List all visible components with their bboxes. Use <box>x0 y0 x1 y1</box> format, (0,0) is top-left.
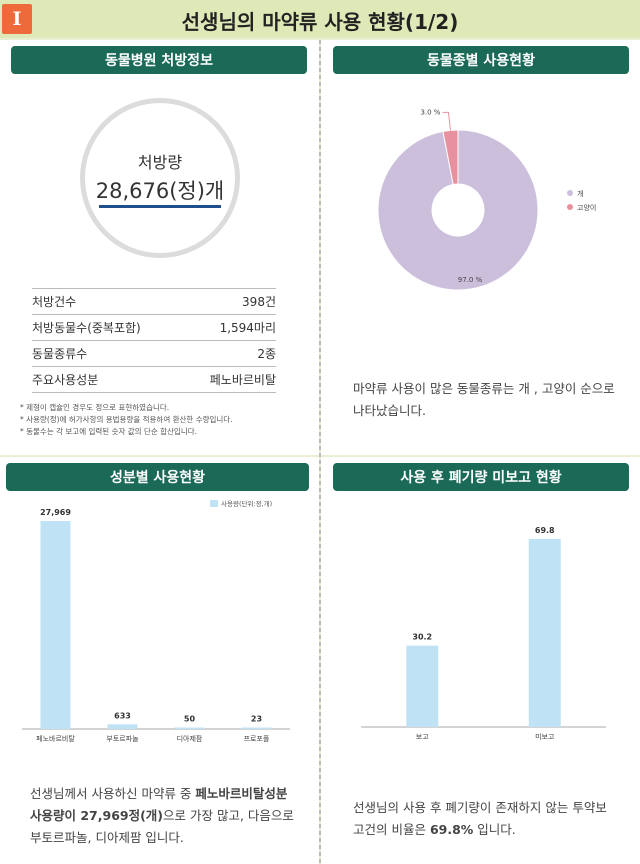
pie-leader-line <box>442 111 451 131</box>
disposal-description: 선생님의 사용 후 폐기량이 존재하지 않는 투약보고건의 비율은 69.8% … <box>353 797 618 841</box>
stats-row: 처방동물수(중복포함) 1,594마리 <box>32 315 276 341</box>
bar-data-label: 69.8 <box>535 526 555 535</box>
stats-row: 처방건수 398건 <box>32 288 276 315</box>
pie-data-label: 3.0 % <box>420 108 440 116</box>
bar-data-label: 50 <box>184 715 196 724</box>
desc-text: 으로 가장 많고, 다음으로 부토르파놀, 디아제팜 입니다. <box>30 808 294 845</box>
x-tick-label: 디아제팜 <box>177 734 203 743</box>
pie-slice-cat <box>442 129 459 186</box>
bar-부토르파놀 <box>107 724 138 729</box>
prescription-info-tab: 동물병원 처방정보 <box>11 46 307 74</box>
bar-미보고 <box>528 539 561 727</box>
disposal-unreported-tab: 사용 후 폐기량 미보고 현황 <box>333 463 629 491</box>
species-usage-tab: 동물종별 사용현황 <box>333 46 629 74</box>
legend-marker <box>210 500 218 507</box>
desc-highlight: 69.8% <box>429 822 474 837</box>
legend-label: 고양이 <box>577 203 596 212</box>
footnote: * 동물수는 각 보고에 입력된 숫자 값의 단순 합산입니다. <box>20 427 198 436</box>
bar-디아제팜 <box>174 727 205 729</box>
title-bar: I 선생님의 마약류 사용 현황(1/2) <box>0 0 640 38</box>
legend-label: 개 <box>577 189 583 198</box>
prescription-amount-circle: 처방량 28,676(정)개 <box>80 98 240 258</box>
section-badge: I <box>2 4 32 34</box>
x-tick-label: 부토르파놀 <box>106 734 139 743</box>
desc-text: 선생님께서 사용하신 마약류 중 <box>30 786 196 801</box>
species-description: 마약류 사용이 많은 동물종류는 개 , 고양이 순으로 나타났습니다. <box>353 381 615 418</box>
bar-data-label: 27,969 <box>40 508 71 517</box>
ingredient-description: 선생님께서 사용하신 마약류 중 페노바르비탈성분 사용량이 27,969정(개… <box>30 783 295 849</box>
stats-label: 처방동물수(중복포함) <box>32 321 141 335</box>
legend-marker <box>567 204 573 210</box>
bar-data-label: 30.2 <box>412 633 432 642</box>
legend-marker <box>567 190 573 196</box>
desc-text: 선생님의 사용 후 폐기량이 존재하지 않는 투약보고건의 비율은 <box>353 800 607 837</box>
ingredient-bar-chart: 27,969 페노바르비탈 633 부토르파놀 50 디아제팜 23 프로포폴 사용량(단위:정… <box>22 499 290 743</box>
prescription-amount-value: 28,676(정)개 <box>95 179 225 203</box>
ingredient-usage-tab: 성분별 사용현황 <box>6 463 309 491</box>
pie-slice-dog <box>377 129 539 291</box>
pie-data-label: 97.0 % <box>458 276 483 284</box>
stats-label: 처방건수 <box>32 295 77 309</box>
stats-value: 398건 <box>242 295 276 309</box>
x-tick-label: 보고 <box>416 733 429 741</box>
x-tick-label: 페노바르비탈 <box>36 734 75 743</box>
stats-value: 1,594마리 <box>219 321 276 335</box>
vertical-divider <box>319 40 321 864</box>
page-title: 선생님의 마약류 사용 현황(1/2) <box>181 10 459 34</box>
disposal-bar-chart: 30.2 보고 69.8 미보고 <box>361 526 606 741</box>
x-tick-label: 미보고 <box>535 732 555 741</box>
bar-보고 <box>406 645 439 727</box>
footnote: * 제형이 캡슐인 경우도 정으로 표현하였습니다. <box>20 403 170 412</box>
bar-data-label: 633 <box>114 711 131 720</box>
ingredient-usage-panel: 성분별 사용현황 27,969 페노바르비탈 633 부토르파놀 50 디아제팜 23 프로포… <box>0 457 319 864</box>
value-underline <box>99 205 221 208</box>
desc-highlight: 페노바르비탈성분 사용량이 27,969정(개) <box>30 786 288 823</box>
bar-프로포폴 <box>241 727 272 729</box>
stats-value: 2종 <box>257 347 276 361</box>
footnotes: * 제형이 캡슐인 경우도 정으로 표현하였습니다. * 사용량(정)에 허가사… <box>20 402 310 438</box>
legend-label: 사용량(단위:정,개) <box>221 499 272 508</box>
stats-label: 주요사용성분 <box>32 373 99 387</box>
disposal-unreported-panel: 사용 후 폐기량 미보고 현황 30.2 보고 69.8 미보고 선생님의 사용 후 … <box>321 457 640 864</box>
stats-row: 동물종류수 2종 <box>32 341 276 367</box>
prescription-info-panel: 동물병원 처방정보 처방량 28,676(정)개 처방건수 398건 처방동물수(… <box>0 40 319 455</box>
bar-data-label: 23 <box>251 715 262 724</box>
footnote: * 사용량(정)에 허가사항의 용법용량을 적용하여 환산한 수량입니다. <box>20 415 233 424</box>
stats-row: 주요사용성분 페노바르비탈 <box>32 367 276 393</box>
stats-label: 동물종류수 <box>32 347 88 361</box>
bar-페노바르비탈 <box>40 521 71 729</box>
x-tick-label: 프로포폴 <box>244 735 270 743</box>
desc-text: 입니다. <box>473 822 516 837</box>
stats-value: 페노바르비탈 <box>209 373 276 387</box>
prescription-stats-table: 처방건수 398건 처방동물수(중복포함) 1,594마리 동물종류수 2종 주요사용… <box>32 288 276 393</box>
prescription-amount-label: 처방량 <box>137 153 183 172</box>
